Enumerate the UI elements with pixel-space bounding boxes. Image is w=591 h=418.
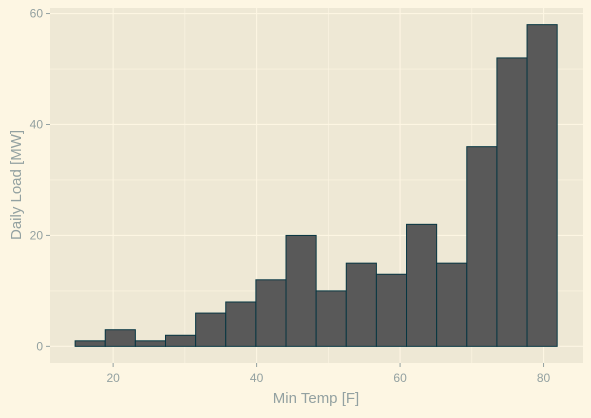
histogram-bar [436, 262, 468, 347]
x-tick-label: 80 [537, 371, 551, 385]
y-tick-label: 60 [30, 7, 44, 21]
histogram-bar [134, 340, 166, 347]
histogram-bar [195, 312, 227, 347]
x-tick-label: 20 [106, 371, 120, 385]
x-axis-title: Min Temp [F] [273, 390, 359, 407]
histogram-bar [345, 262, 377, 347]
histogram-bar [375, 273, 408, 347]
histogram-bar [466, 146, 498, 347]
bars [74, 24, 558, 347]
histogram-bar [526, 24, 558, 347]
histogram-bar [225, 301, 257, 347]
histogram-bar [496, 57, 528, 347]
x-axis-ticks: 20 40 60 80 [106, 363, 551, 385]
x-tick-label: 60 [393, 371, 407, 385]
y-tick-label: 0 [36, 339, 43, 353]
histogram-bar [164, 334, 197, 347]
histogram-bar [74, 340, 106, 347]
y-tick-label: 40 [30, 117, 44, 131]
y-tick-label: 20 [30, 228, 44, 242]
histogram-bar [315, 290, 347, 347]
y-axis-ticks: 0 20 40 60 [30, 7, 50, 353]
histogram-bar [285, 234, 317, 347]
histogram-bar [406, 223, 438, 347]
x-tick-label: 40 [250, 371, 264, 385]
y-axis-title: Daily Load [MW] [8, 130, 25, 240]
histogram-bar [104, 329, 136, 347]
histogram-bar [255, 279, 287, 347]
